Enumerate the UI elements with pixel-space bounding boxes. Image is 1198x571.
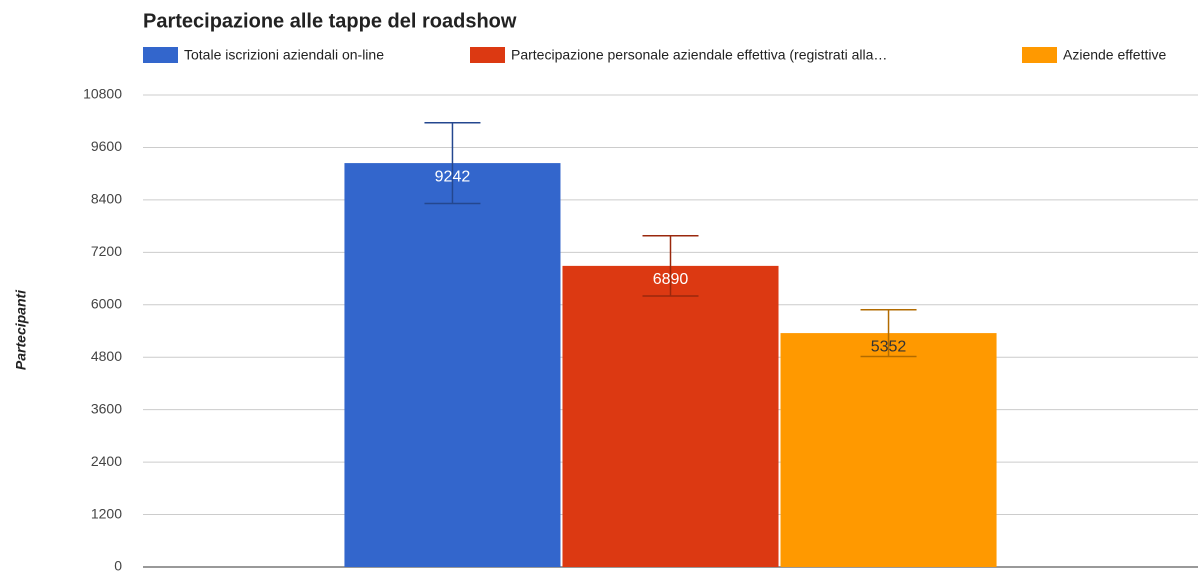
y-tick-label: 0 <box>114 558 122 571</box>
bar <box>344 163 561 567</box>
data-label: 5352 <box>871 338 907 355</box>
chart-title: Partecipazione alle tappe del roadshow <box>143 10 517 32</box>
y-tick-label: 8400 <box>91 191 122 207</box>
bar <box>562 265 779 567</box>
legend-label: Totale iscrizioni aziendali on-line <box>184 47 384 63</box>
data-label: 6890 <box>653 271 689 288</box>
legend-swatch <box>143 47 178 63</box>
y-tick-label: 1200 <box>91 505 122 521</box>
y-tick-label: 7200 <box>91 243 122 259</box>
y-tick-label: 3600 <box>91 400 122 416</box>
y-tick-label: 4800 <box>91 348 122 364</box>
legend-label: Aziende effettive <box>1063 47 1166 63</box>
y-tick-label: 6000 <box>91 295 122 311</box>
y-tick-label: 10800 <box>83 86 122 102</box>
legend-swatch <box>470 47 505 63</box>
data-label: 9242 <box>435 168 471 185</box>
y-tick-label: 9600 <box>91 138 122 154</box>
bar <box>780 333 997 567</box>
y-tick-label: 2400 <box>91 453 122 469</box>
y-axis-title: Partecipanti <box>13 289 29 370</box>
legend-swatch <box>1022 47 1057 63</box>
legend-label: Partecipazione personale aziendale effet… <box>511 47 887 63</box>
